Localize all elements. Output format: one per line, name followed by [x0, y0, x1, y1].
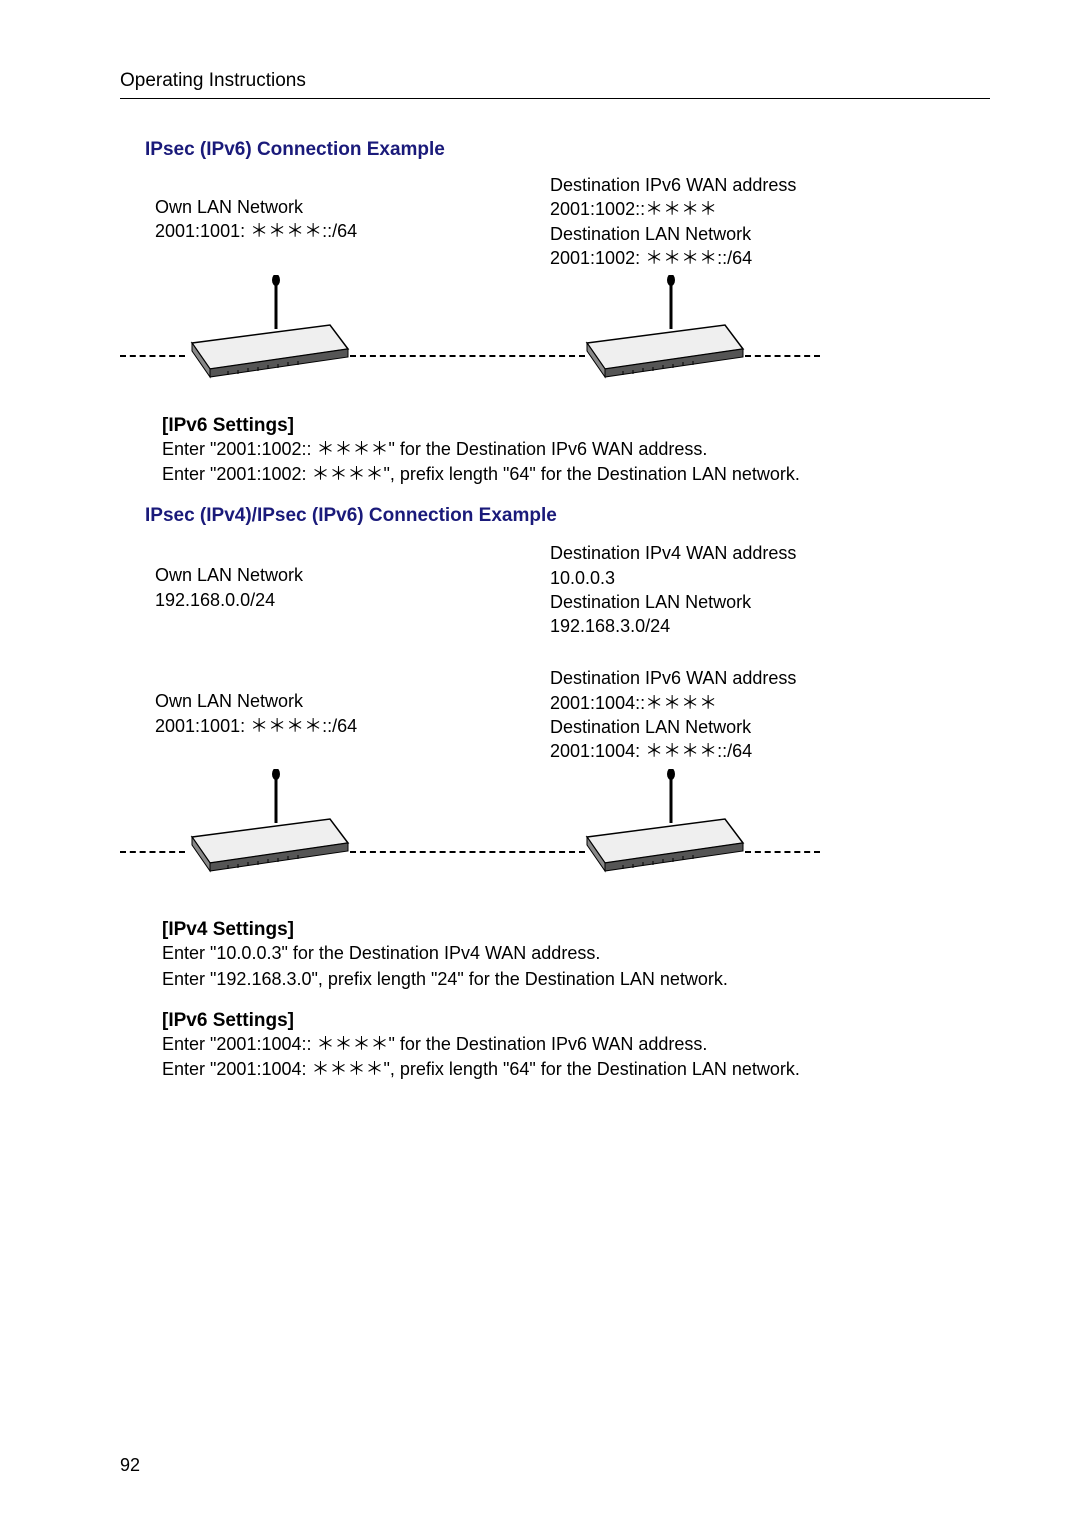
ipv4-settings-body: Enter "10.0.0.3" for the Destination IPv… — [162, 941, 990, 991]
ipv4-settings-heading: [IPv4 Settings] — [162, 919, 990, 941]
own-lan-v4-addr: 192.168.0.0/24 — [155, 590, 275, 610]
own-lan-v4-block: Own LAN Network 192.168.0.0/24 — [155, 563, 303, 612]
ipv6b-settings-body: Enter "2001:1004:: ＊＊＊＊" for the Destina… — [162, 1032, 990, 1082]
diagram-ipv6: Own LAN Network 2001:1001: ＊＊＊＊::/64 Des… — [120, 175, 990, 405]
dash-right — [745, 355, 820, 357]
dash-left — [120, 355, 185, 357]
own-lan-v4-label: Own LAN Network — [155, 565, 303, 585]
own-lan-block: Own LAN Network 2001:1001: ＊＊＊＊::/64 — [155, 195, 357, 244]
ipv6b-line1: Enter "2001:1004:: ＊＊＊＊" for the Destina… — [162, 1034, 707, 1054]
own-lan-addr: 2001:1001: ＊＊＊＊::/64 — [155, 221, 357, 241]
own-lan-v6-label: Own LAN Network — [155, 691, 303, 711]
dest-v6-block: Destination IPv6 WAN address 2001:1004::… — [550, 666, 796, 763]
router-icon-left — [180, 275, 360, 385]
ipv4-line1: Enter "10.0.0.3" for the Destination IPv… — [162, 943, 600, 963]
page-number: 92 — [120, 1455, 140, 1476]
own-lan-v6-addr: 2001:1001: ＊＊＊＊::/64 — [155, 716, 357, 736]
dest-v4-block: Destination IPv4 WAN address 10.0.0.3 De… — [550, 541, 796, 638]
dest-lan-v6-addr: 2001:1004: ＊＊＊＊::/64 — [550, 741, 752, 761]
dest-wan-v6-addr: 2001:1004::＊＊＊＊ — [550, 693, 717, 713]
router-icon-right — [575, 275, 755, 385]
document-page: Operating Instructions IPsec (IPv6) Conn… — [0, 0, 1080, 1140]
dest-lan-addr: 2001:1002: ＊＊＊＊::/64 — [550, 248, 752, 268]
dest-wan-v4-label: Destination IPv4 WAN address — [550, 543, 796, 563]
section2-title: IPsec (IPv4)/IPsec (IPv6) Connection Exa… — [145, 505, 990, 527]
diagram-dual: Own LAN Network 192.168.0.0/24 Destinati… — [120, 541, 990, 911]
ipv6-line2: Enter "2001:1002: ＊＊＊＊", prefix length "… — [162, 464, 800, 484]
ipv4-line2: Enter "192.168.3.0", prefix length "24" … — [162, 969, 728, 989]
dash2-mid — [350, 851, 585, 853]
dest-wan-addr: 2001:1002::＊＊＊＊ — [550, 199, 717, 219]
dest-lan-v6-label: Destination LAN Network — [550, 717, 751, 737]
dest-wan-v4-addr: 10.0.0.3 — [550, 568, 615, 588]
section1-title: IPsec (IPv6) Connection Example — [145, 139, 990, 161]
dest-wan-label: Destination IPv6 WAN address — [550, 175, 796, 195]
ipv6-settings-body: Enter "2001:1002:: ＊＊＊＊" for the Destina… — [162, 437, 990, 487]
dash-mid — [350, 355, 585, 357]
dest-lan-v4-label: Destination LAN Network — [550, 592, 751, 612]
dest-wan-v6-label: Destination IPv6 WAN address — [550, 668, 796, 688]
dest-lan-v4-addr: 192.168.3.0/24 — [550, 616, 670, 636]
ipv6-settings-heading: [IPv6 Settings] — [162, 415, 990, 437]
header-title: Operating Instructions — [120, 70, 306, 91]
dash2-right — [745, 851, 820, 853]
router2-icon-left — [180, 769, 360, 879]
own-lan-label: Own LAN Network — [155, 197, 303, 217]
ipv6b-line2: Enter "2001:1004: ＊＊＊＊", prefix length "… — [162, 1059, 800, 1079]
dest-lan-label: Destination LAN Network — [550, 224, 751, 244]
page-header: Operating Instructions — [120, 70, 990, 99]
dash2-left — [120, 851, 185, 853]
router2-icon-right — [575, 769, 755, 879]
ipv6-line1: Enter "2001:1002:: ＊＊＊＊" for the Destina… — [162, 439, 707, 459]
own-lan-v6-block: Own LAN Network 2001:1001: ＊＊＊＊::/64 — [155, 689, 357, 738]
dest-block: Destination IPv6 WAN address 2001:1002::… — [550, 173, 796, 270]
ipv6b-settings-heading: [IPv6 Settings] — [162, 1010, 990, 1032]
